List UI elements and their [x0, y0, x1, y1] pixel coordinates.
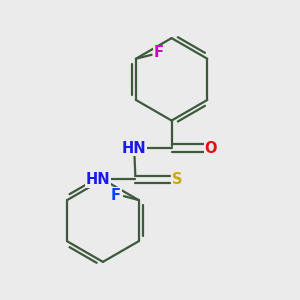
Text: HN: HN [86, 172, 110, 187]
Text: HN: HN [122, 140, 147, 155]
Text: F: F [154, 45, 164, 60]
Text: O: O [205, 140, 217, 155]
Text: S: S [172, 172, 183, 187]
Text: F: F [111, 188, 121, 202]
